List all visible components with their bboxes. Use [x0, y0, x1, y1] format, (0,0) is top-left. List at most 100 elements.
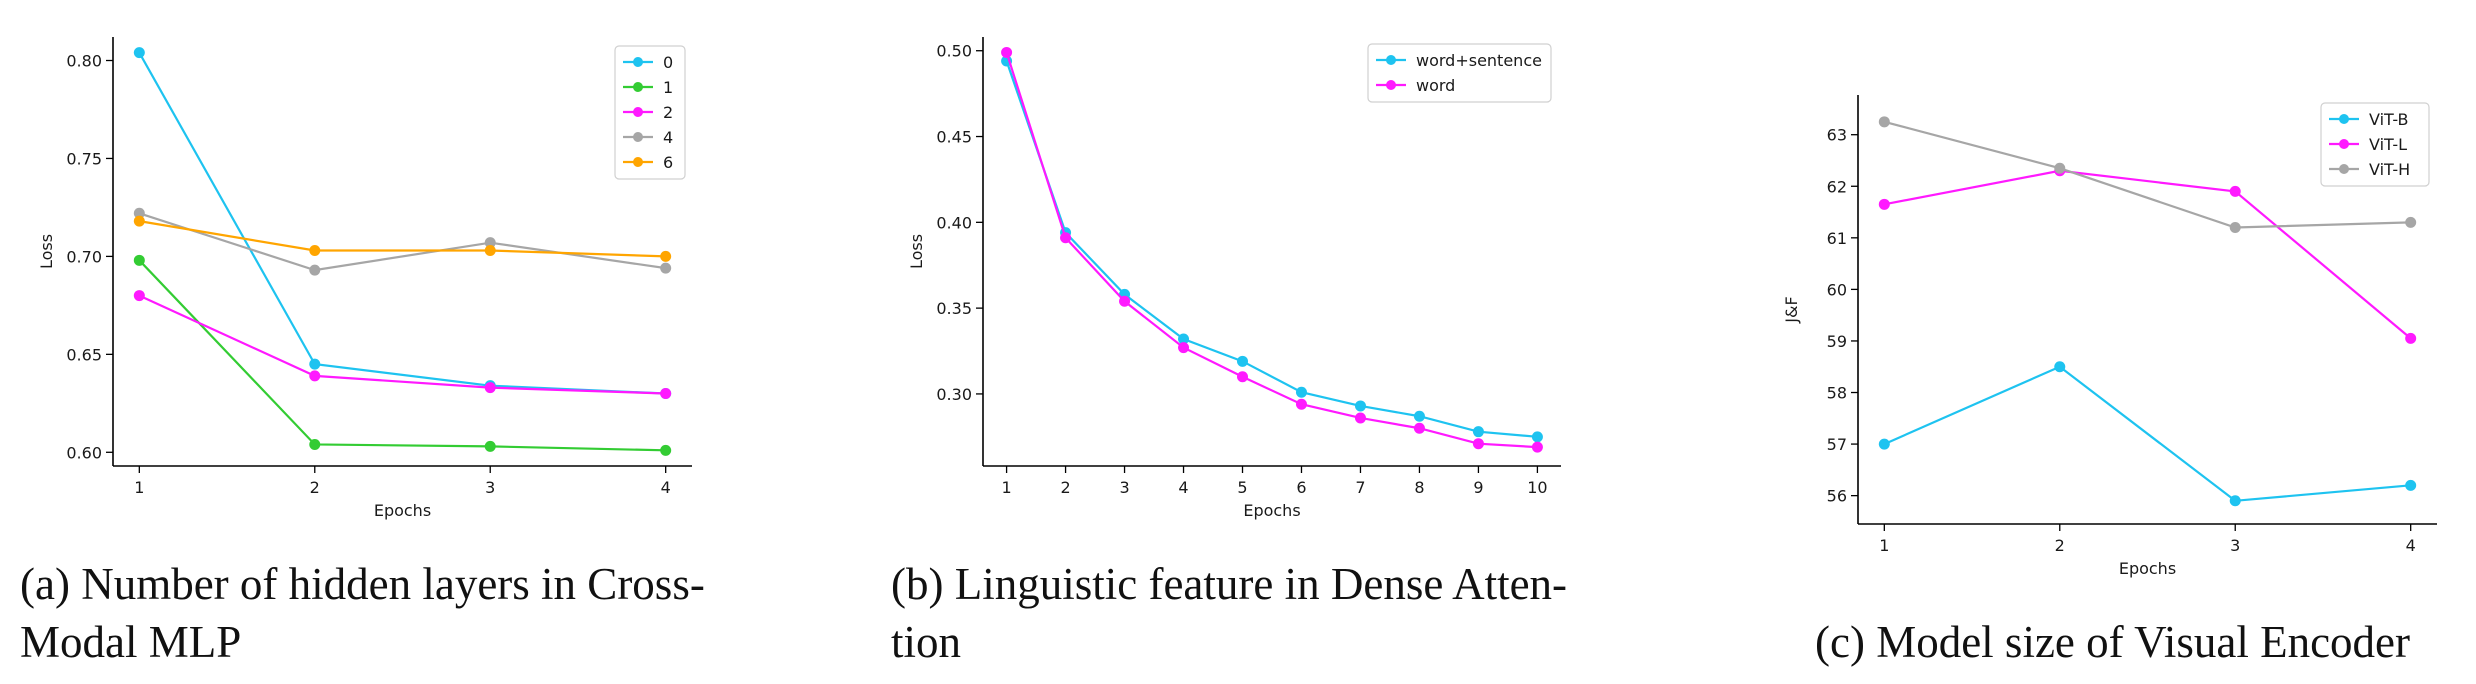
chart-c-model-size: 1 2 3 4 56 57 58 59 60 61 62 63 Epochs J&F ViT-B ViT-L V… — [1782, 95, 2437, 578]
chart-0-series-point-0 — [133, 47, 145, 59]
chart-0-series-point-4 — [484, 237, 496, 249]
chart-0-legend-swatch-marker — [633, 57, 643, 67]
chart-1-x-tick-label: 5 — [1237, 478, 1247, 497]
chart-2-series-point-ViT-B — [2405, 479, 2417, 491]
chart-0-legend-label: 4 — [663, 128, 673, 147]
chart-1-x-tick-label: 2 — [1060, 478, 1070, 497]
chart-2-series-point-ViT-L — [1878, 198, 1890, 210]
chart-2-x-tick-label: 2 — [2055, 536, 2065, 555]
chart-2-legend-swatch-marker — [2339, 114, 2349, 124]
chart-1-y-tick-label: 0.35 — [936, 299, 972, 318]
chart-1-series-point-word — [1060, 232, 1072, 244]
chart-1-y-tick-label: 0.40 — [936, 213, 972, 232]
chart-1-series-point-word — [1472, 438, 1484, 450]
chart-1-x-tick-label: 3 — [1119, 478, 1129, 497]
chart-1-series-point-word — [1001, 46, 1013, 58]
chart-0-series-point-2 — [309, 370, 321, 382]
chart-2-legend-label: ViT-L — [2369, 135, 2407, 154]
chart-0-legend-label: 2 — [663, 103, 673, 122]
chart-1-legend-label: word — [1416, 76, 1455, 95]
chart-2-series-point-ViT-H — [2054, 162, 2066, 174]
chart-2-y-tick-label: 58 — [1827, 384, 1847, 403]
chart-2-y-tick-label: 62 — [1827, 177, 1847, 196]
chart-1-x-axis-label: Epochs — [1243, 501, 1300, 520]
chart-1-legend-swatch-marker — [1386, 55, 1396, 65]
chart-0-series-point-1 — [309, 438, 321, 450]
chart-1-y-tick-label: 0.45 — [936, 128, 972, 147]
chart-2-x-tick-label: 4 — [2406, 536, 2416, 555]
chart-0-series-point-6 — [660, 250, 672, 262]
chart-0-series-point-1 — [484, 440, 496, 452]
chart-1-x-tick-label: 7 — [1355, 478, 1365, 497]
caption-b-line-1: (b) Linguistic feature in Dense Atten- — [891, 559, 1568, 609]
chart-1-x-tick-label: 6 — [1296, 478, 1306, 497]
chart-2-legend-box — [2320, 102, 2430, 187]
chart-0-series-line-4 — [138, 212, 666, 272]
chart-0-y-tick-label: 0.65 — [66, 345, 102, 364]
chart-0-series-point-1 — [660, 444, 672, 456]
chart-2-series-line-ViT-L — [1884, 169, 2412, 340]
chart-2-y-tick-label: 59 — [1827, 332, 1847, 351]
chart-0-x-tick-label: 4 — [661, 478, 671, 497]
chart-1-legend-swatch-marker — [1386, 80, 1396, 90]
chart-1-y-tick-label: 0.50 — [936, 42, 972, 61]
chart-1-legend-label: word+sentence — [1416, 51, 1542, 70]
chart-0-series-point-2 — [660, 388, 672, 400]
chart-0-series-point-6 — [133, 215, 145, 227]
chart-a-hidden-layers: 1 2 3 4 0.60 0.65 0.70 0.75 0.80 Epochs Loss 0 1 2 4 6 — [37, 37, 692, 520]
chart-1-series-point-word+sentence — [1472, 426, 1484, 438]
chart-2-legend-swatch-marker — [2339, 139, 2349, 149]
caption-c-line-1: (c) Model size of Visual Encoder — [1815, 617, 2411, 667]
chart-2-x-tick-label: 1 — [1879, 536, 1889, 555]
chart-1-x-tick-label: 1 — [1001, 478, 1011, 497]
chart-2-series-point-ViT-H — [2229, 222, 2241, 234]
chart-0-series-point-4 — [133, 207, 145, 219]
chart-0-series-point-6 — [484, 245, 496, 257]
chart-2-series-point-ViT-L — [2405, 332, 2417, 344]
chart-0-series-point-2 — [484, 382, 496, 394]
chart-0-legend-label: 1 — [663, 78, 673, 97]
chart-1-x-tick-label: 10 — [1527, 478, 1547, 497]
chart-1-series-point-word — [1531, 441, 1543, 453]
chart-0-legend-swatch-marker — [633, 132, 643, 142]
chart-2-series-line-ViT-H — [1884, 120, 2411, 229]
chart-1-series-point-word — [1178, 342, 1190, 354]
chart-0-legend-label: 6 — [663, 153, 673, 172]
caption-b: (b) Linguistic feature in Dense Atten- t… — [891, 555, 1651, 671]
chart-b-linguistic-feature: 1 2 3 4 5 6 7 8 9 10 0.30 0.35 0.40 0.45 0.50 Epochs Los… — [907, 37, 1561, 520]
caption-c: (c) Model size of Visual Encoder — [1815, 613, 2475, 671]
chart-0-legend-label: 0 — [663, 53, 673, 72]
chart-0-y-tick-label: 0.75 — [66, 149, 102, 168]
chart-2-series-point-ViT-H — [1878, 116, 1890, 128]
chart-0-series-line-2 — [138, 294, 666, 395]
chart-0-series-line-1 — [138, 259, 666, 452]
chart-1-y-tick-label: 0.30 — [936, 385, 972, 404]
chart-1-series-point-word — [1413, 422, 1425, 434]
chart-0-legend-swatch-marker — [633, 107, 643, 117]
chart-1-x-tick-label: 9 — [1473, 478, 1483, 497]
chart-1-series-point-word+sentence — [1413, 410, 1425, 422]
caption-a-line-2: Modal MLP — [20, 617, 242, 667]
chart-0-series-line-6 — [139, 220, 666, 258]
chart-0-legend-swatch-marker — [633, 82, 643, 92]
chart-2-y-tick-label: 56 — [1827, 487, 1847, 506]
chart-1-legend-box — [1367, 43, 1552, 103]
chart-1-x-tick-label: 4 — [1178, 478, 1188, 497]
chart-1-series-point-word — [1119, 295, 1131, 307]
chart-1-series-line-word — [1005, 52, 1538, 449]
chart-0-legend-swatch-marker — [633, 157, 643, 167]
chart-2-y-tick-label: 57 — [1827, 435, 1847, 454]
chart-1-series-point-word+sentence — [1295, 386, 1307, 398]
chart-0-x-tick-label: 2 — [310, 478, 320, 497]
chart-1-series-point-word+sentence — [1178, 333, 1190, 345]
chart-2-legend-label: ViT-H — [2369, 160, 2410, 179]
caption-b-line-2: tion — [891, 617, 962, 667]
chart-0-y-tick-label: 0.80 — [66, 52, 102, 71]
chart-2-y-tick-label: 61 — [1827, 229, 1847, 248]
chart-2-x-axis-label: Epochs — [2119, 559, 2176, 578]
chart-2-y-tick-label: 63 — [1827, 126, 1847, 145]
chart-1-y-axis-label: Loss — [907, 234, 926, 269]
chart-2-legend-swatch-marker — [2339, 164, 2349, 174]
chart-1-series-point-word — [1354, 412, 1366, 424]
caption-a: (a) Number of hidden layers in Cross- Mo… — [20, 555, 780, 671]
